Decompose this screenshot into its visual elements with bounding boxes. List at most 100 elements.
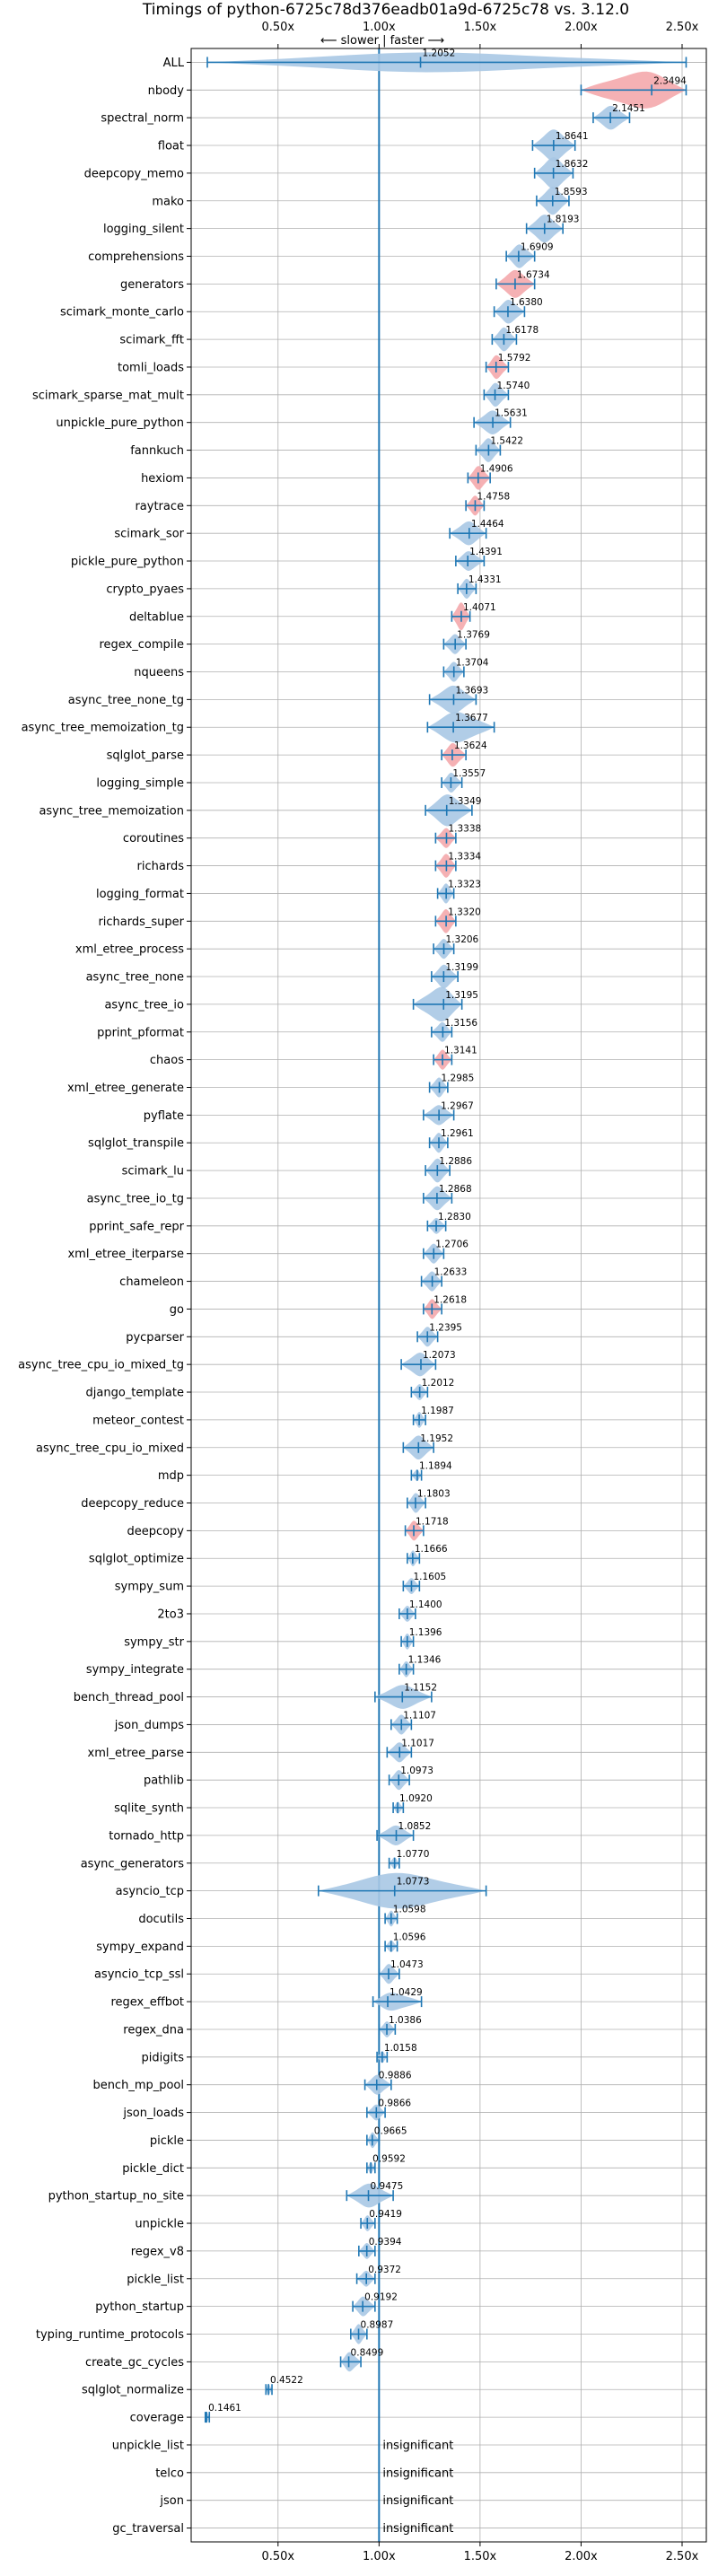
- value-label: 1.0473: [390, 1959, 424, 1970]
- category-label: mdp: [158, 1469, 184, 1483]
- value-label: 1.6380: [510, 297, 543, 308]
- value-label: 1.2868: [439, 1184, 472, 1195]
- value-label: 0.9419: [369, 2209, 402, 2220]
- value-label: 1.4464: [471, 519, 504, 530]
- value-label: 1.0773: [397, 1877, 430, 1888]
- x-tick-label-top: 1.50x: [464, 21, 497, 34]
- value-label: 1.3323: [448, 879, 481, 889]
- category-label: comprehensions: [88, 250, 184, 264]
- category-label: pathlib: [144, 1774, 184, 1788]
- value-label: 1.2985: [442, 1073, 475, 1084]
- category-label: chaos: [150, 1054, 184, 1067]
- category-label: scimark_fft: [119, 334, 184, 347]
- value-label: 1.0386: [389, 2015, 422, 2026]
- value-label: 0.8987: [361, 2320, 394, 2331]
- value-label: 1.1107: [403, 1710, 436, 1721]
- x-tick-label-bottom: 1.50x: [464, 2550, 497, 2563]
- value-label: 0.1461: [208, 2403, 241, 2414]
- category-label: async_tree_memoization_tg: [22, 722, 184, 735]
- category-label: scimark_sparse_mat_mult: [32, 389, 184, 402]
- category-label: xml_etree_parse: [88, 1747, 184, 1760]
- value-label: 1.2830: [438, 1212, 471, 1222]
- category-label: richards_super: [98, 916, 184, 929]
- category-label: asyncio_tcp_ssl: [94, 1968, 184, 1982]
- category-label: chameleon: [119, 1275, 184, 1289]
- chart-title: Timings of python-6725c78d376eadb01a9d-6…: [142, 1, 629, 19]
- x-tick-label-bottom: 2.50x: [666, 2550, 699, 2563]
- category-label: pidigits: [142, 2051, 185, 2064]
- category-label: tornado_http: [109, 1829, 184, 1843]
- value-label: 1.1017: [401, 1738, 434, 1748]
- category-label: scimark_monte_carlo: [60, 306, 184, 320]
- insignificant-label: insignificant: [382, 2522, 453, 2536]
- value-label: 1.5422: [490, 436, 523, 447]
- category-label: pickle: [150, 2134, 184, 2148]
- category-label: deepcopy: [127, 1525, 184, 1538]
- insignificant-label: insignificant: [382, 2494, 453, 2508]
- value-label: 1.6178: [505, 325, 538, 336]
- category-label: docutils: [138, 1913, 184, 1926]
- category-label: gc_traversal: [112, 2522, 184, 2536]
- category-label: richards: [137, 860, 185, 873]
- value-label: 0.9394: [369, 2237, 402, 2247]
- x-tick-label-top: 1.00x: [363, 21, 396, 34]
- category-label: go: [170, 1303, 184, 1317]
- category-label: pickle_pure_python: [71, 556, 184, 569]
- x-tick-label-top: 2.00x: [565, 21, 598, 34]
- category-label: async_tree_none: [86, 971, 184, 985]
- category-label: json_dumps: [114, 1719, 184, 1732]
- value-label: 1.3199: [445, 962, 478, 973]
- category-label: sympy_str: [124, 1635, 184, 1649]
- category-label: logging_simple: [96, 776, 184, 790]
- category-label: async_tree_cpu_io_mixed: [36, 1441, 184, 1455]
- category-label: mako: [152, 195, 184, 208]
- category-label: python_startup_no_site: [48, 2190, 184, 2204]
- value-label: 1.5792: [498, 353, 531, 364]
- category-label: pyflate: [144, 1109, 184, 1123]
- x-tick-label-top: 0.50x: [261, 21, 294, 34]
- category-label: tomli_loads: [118, 361, 184, 374]
- category-label: nqueens: [134, 666, 184, 679]
- grid-lines: [191, 48, 706, 2542]
- category-label: pickle_list: [127, 2273, 184, 2286]
- category-label: async_tree_io: [104, 998, 184, 1012]
- value-label: 1.0158: [384, 2043, 417, 2054]
- value-label: 1.1718: [416, 1516, 449, 1527]
- category-label: sympy_sum: [115, 1581, 184, 1594]
- value-label: 1.8193: [547, 215, 580, 225]
- category-label: coroutines: [123, 832, 184, 846]
- category-label: json_loads: [122, 2107, 184, 2120]
- value-label: 1.0429: [390, 1987, 423, 1998]
- value-label: 1.2052: [423, 48, 456, 58]
- category-label: generators: [120, 278, 184, 292]
- value-label: 1.1987: [421, 1406, 454, 1416]
- value-label: 1.1952: [420, 1433, 453, 1444]
- value-label: 1.3334: [448, 852, 481, 863]
- value-label: 1.3195: [445, 990, 478, 1001]
- value-label: 1.1803: [417, 1489, 451, 1500]
- category-label: xml_etree_process: [75, 943, 184, 957]
- category-label: async_tree_memoization: [39, 804, 184, 818]
- category-label: unpickle_pure_python: [56, 416, 184, 430]
- category-label: sqlglot_normalize: [82, 2384, 184, 2397]
- value-label: 1.1400: [409, 1599, 442, 1610]
- value-label: 1.4391: [469, 547, 503, 557]
- category-label: bench_thread_pool: [74, 1691, 184, 1704]
- category-label: python_startup: [95, 2300, 184, 2314]
- value-label: 1.3624: [454, 740, 487, 751]
- plot-frame: [190, 48, 707, 2543]
- value-label: 1.8593: [555, 187, 588, 197]
- value-label: 1.1666: [415, 1544, 448, 1555]
- value-label: 1.2395: [429, 1322, 462, 1333]
- value-label: 1.2073: [423, 1350, 456, 1361]
- value-label: 0.9475: [371, 2181, 404, 2192]
- category-label: sympy_expand: [96, 1941, 184, 1954]
- category-label: raytrace: [135, 500, 184, 513]
- category-label: crypto_pyaes: [106, 583, 184, 596]
- value-label: 1.2967: [441, 1100, 474, 1111]
- category-label: float: [158, 140, 184, 153]
- value-label: 1.8632: [556, 159, 589, 170]
- value-label: 0.9592: [372, 2153, 406, 2164]
- value-label: 1.3156: [444, 1018, 477, 1029]
